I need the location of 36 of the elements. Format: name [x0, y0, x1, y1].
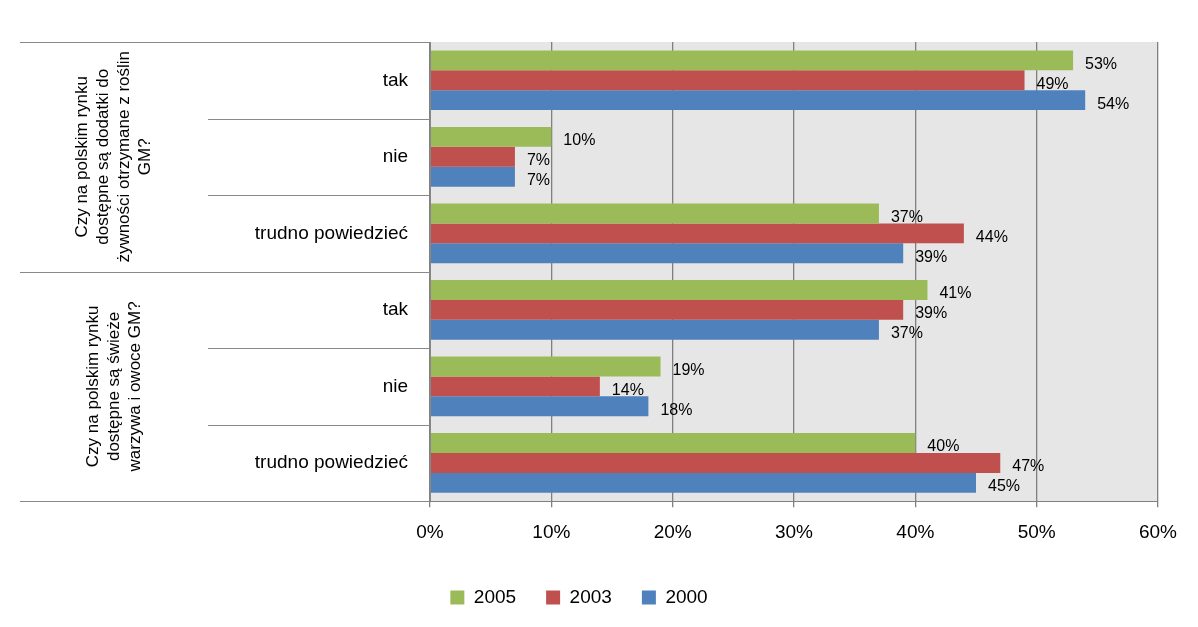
x-tick-label: 20% — [653, 520, 692, 542]
legend-label: 2003 — [569, 585, 612, 607]
x-tick-label: 0% — [416, 520, 444, 542]
y-tick-label: nie — [382, 145, 408, 167]
x-tick-label: 40% — [896, 520, 935, 542]
data-label: 7% — [526, 151, 551, 169]
data-label: 7% — [526, 171, 551, 189]
data-label: 53% — [1085, 54, 1118, 72]
y-tick-label: tak — [382, 298, 409, 320]
data-label: 39% — [915, 247, 948, 265]
data-label: 45% — [988, 477, 1021, 495]
data-label: 37% — [890, 324, 923, 342]
data-label: 14% — [611, 380, 644, 398]
text: Czy na polskim rynku dostępne są dodatki do żywności otrzymane z roślin GM? — [72, 50, 155, 263]
data-label: 47% — [1012, 457, 1045, 475]
x-tick-label: 50% — [1017, 520, 1056, 542]
y-tick-label: trudno powiedzieć — [254, 221, 408, 243]
data-label: 40% — [927, 437, 960, 455]
data-label: 37% — [890, 207, 923, 225]
data-label: 44% — [975, 227, 1008, 245]
legend-label: 2005 — [473, 585, 517, 607]
text: Czy na polskim rynku dostępne są świeże warzywa i owoce GM? — [82, 301, 144, 473]
y-tick-label: tak — [382, 68, 409, 90]
data-label: 18% — [660, 400, 693, 418]
data-label: 10% — [563, 131, 596, 149]
data-label: 39% — [915, 304, 948, 322]
legend-label: 2000 — [665, 585, 708, 607]
data-label: 19% — [672, 360, 705, 378]
y-tick-label: trudno powiedzieć — [254, 451, 408, 473]
data-label: 54% — [1097, 94, 1130, 112]
x-tick-label: 60% — [1138, 520, 1178, 542]
data-label: 49% — [1036, 74, 1069, 92]
data-label: 41% — [939, 284, 972, 302]
x-tick-label: 10% — [532, 520, 571, 542]
y-tick-label: nie — [382, 374, 408, 396]
x-tick-label: 30% — [774, 520, 814, 542]
